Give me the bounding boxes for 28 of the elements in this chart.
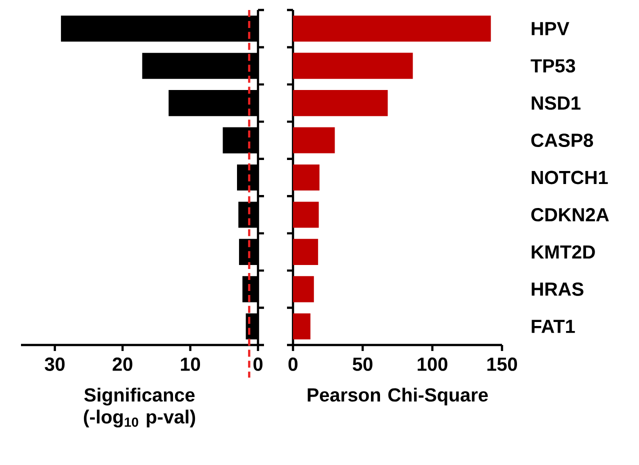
y-tick-label: KMT2D: [532, 245, 595, 259]
y-tick-label: NSD1: [532, 96, 580, 110]
y-tick-label: HRAS: [532, 282, 584, 296]
y-tick-label: CASP8: [531, 134, 594, 147]
y-tick-label: FAT1: [532, 320, 575, 333]
bar: [293, 16, 491, 42]
y-tick-label: HPV: [532, 22, 570, 36]
x-tick-label: 30: [44, 358, 65, 371]
x-tick-label: 0: [253, 358, 262, 371]
bar: [293, 313, 310, 340]
x-axis-title: Pearson Chi-Square: [308, 388, 488, 406]
x-tick-label: 20: [112, 358, 132, 371]
x-tick-label: 150: [487, 358, 518, 371]
bar: [293, 127, 335, 154]
x-tick-label: 50: [352, 358, 372, 371]
x-tick-label: 10: [180, 358, 200, 371]
x-tick-label: 100: [418, 358, 448, 371]
y-tick-label: TP53: [530, 59, 576, 73]
bar: [293, 164, 320, 191]
bar: [293, 202, 319, 228]
y-tick-label: NOTCH1: [532, 170, 608, 184]
bar: [293, 238, 318, 265]
y-tick-label: CDKN2A: [531, 208, 609, 222]
x-axis-title: Significance (-log$_{10}$ p-val): [84, 388, 196, 428]
bar: [293, 276, 314, 302]
bar: [293, 90, 388, 116]
x-tick-label: 0: [288, 358, 298, 371]
bar: [293, 52, 413, 79]
